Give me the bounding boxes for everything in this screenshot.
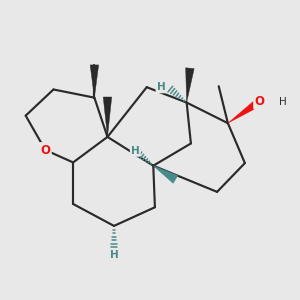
- Text: H: H: [131, 146, 140, 156]
- Text: O: O: [255, 95, 265, 108]
- Text: O: O: [40, 143, 50, 157]
- Polygon shape: [90, 65, 99, 98]
- Polygon shape: [228, 98, 262, 123]
- Polygon shape: [153, 166, 178, 183]
- Polygon shape: [103, 97, 112, 137]
- Polygon shape: [186, 68, 194, 103]
- Text: H: H: [279, 97, 286, 106]
- Text: H: H: [157, 82, 165, 92]
- Text: H: H: [110, 250, 118, 260]
